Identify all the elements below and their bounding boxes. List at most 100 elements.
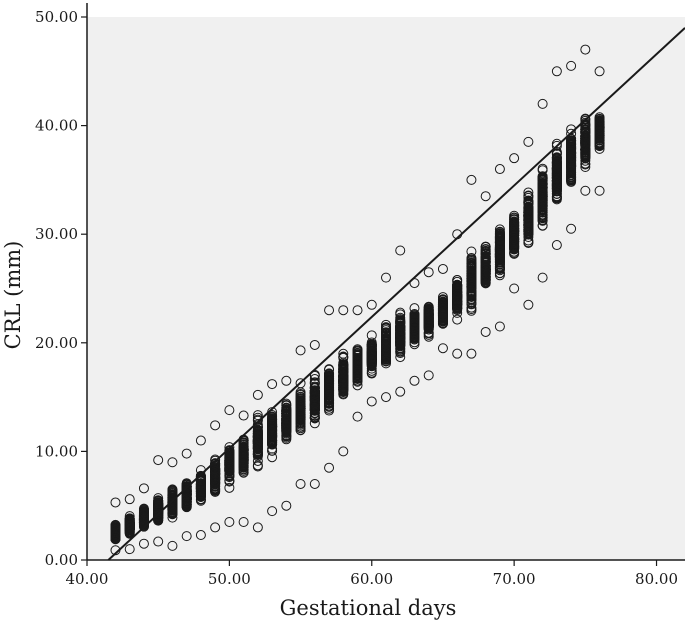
data-point (281, 408, 292, 419)
data-point (110, 531, 121, 542)
data-point (210, 481, 221, 492)
data-point (138, 483, 149, 494)
x-tick-label: 80.00 (635, 570, 678, 588)
data-point (252, 455, 263, 466)
data-point (267, 415, 278, 426)
data-point (153, 506, 164, 517)
data-point (238, 440, 249, 451)
data-point (224, 460, 235, 471)
x-tick-label: 40.00 (66, 570, 109, 588)
data-point (224, 516, 235, 527)
data-point (281, 400, 292, 411)
y-tick-label: 0.00 (45, 551, 78, 569)
y-tick-label: 20.00 (35, 334, 78, 352)
data-point (195, 480, 206, 491)
data-point (124, 494, 135, 505)
x-axis-label: Gestational days (280, 596, 457, 620)
data-point (153, 500, 164, 511)
data-point (281, 405, 292, 416)
data-point (124, 517, 135, 528)
y-tick-label: 30.00 (35, 225, 78, 243)
data-point (153, 498, 164, 509)
data-point (210, 455, 221, 466)
data-point (181, 494, 192, 505)
data-point (267, 426, 278, 437)
data-point (167, 496, 178, 506)
data-point (224, 464, 235, 475)
data-point (153, 536, 164, 547)
data-point (181, 448, 192, 459)
data-point (195, 435, 206, 446)
data-point (210, 486, 221, 497)
data-point (267, 506, 278, 517)
data-point (224, 454, 235, 465)
data-point (238, 516, 249, 527)
data-point (295, 378, 306, 389)
data-point (195, 483, 206, 494)
data-point (110, 528, 121, 539)
y-axis-label: CRL (mm) (1, 241, 25, 350)
data-point (153, 455, 164, 466)
data-point (281, 413, 292, 424)
data-point (238, 467, 249, 478)
data-point (167, 540, 178, 551)
plot-area (87, 17, 685, 560)
y-tick-label: 40.00 (35, 117, 78, 135)
data-point (210, 420, 221, 431)
data-point (195, 530, 206, 541)
data-point (224, 475, 235, 486)
data-point (281, 434, 292, 445)
data-point (281, 375, 292, 386)
data-point (138, 504, 149, 515)
data-point (238, 452, 249, 463)
data-point (281, 421, 292, 432)
data-point (267, 438, 278, 449)
data-point (252, 522, 263, 533)
data-point (210, 458, 221, 469)
data-point (210, 464, 221, 475)
data-point (138, 512, 149, 523)
data-point (224, 482, 235, 493)
data-point (252, 428, 263, 439)
data-point (181, 499, 192, 510)
data-point (267, 445, 278, 456)
data-point (210, 468, 221, 479)
data-point (224, 405, 235, 416)
data-point (267, 433, 278, 444)
data-point (281, 403, 292, 414)
data-point (252, 436, 263, 447)
data-points (110, 44, 605, 556)
data-point (267, 413, 278, 424)
data-point (210, 475, 221, 486)
data-point (167, 457, 178, 468)
data-point (252, 410, 263, 421)
data-point (238, 456, 249, 467)
data-point (195, 486, 206, 497)
data-point (252, 461, 263, 472)
data-point (110, 497, 121, 508)
data-point (167, 485, 178, 496)
data-point (267, 379, 278, 390)
y-tick-label: 50.00 (35, 8, 78, 26)
data-point (252, 426, 263, 437)
data-point (124, 544, 135, 555)
data-point (195, 478, 206, 489)
x-tick-label: 60.00 (350, 570, 393, 588)
data-point (295, 478, 306, 489)
data-point (252, 440, 263, 451)
data-point (252, 443, 263, 454)
data-point (138, 538, 149, 549)
y-tick-label: 10.00 (35, 442, 78, 460)
data-point (238, 448, 249, 459)
data-point (181, 531, 192, 542)
x-tick-label: 70.00 (493, 570, 536, 588)
data-point (224, 442, 235, 453)
data-point (267, 430, 278, 441)
data-point (238, 410, 249, 421)
data-point (210, 522, 221, 533)
data-point (252, 389, 263, 400)
data-point (124, 522, 135, 533)
data-point (167, 503, 178, 514)
